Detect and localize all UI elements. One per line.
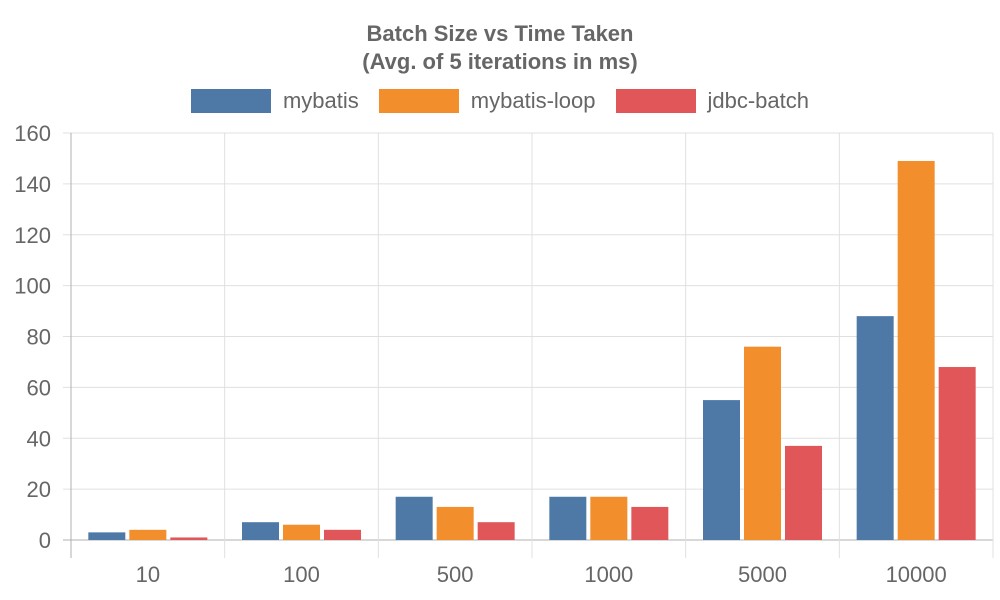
legend-item-mybatis-loop[interactable]: mybatis-loop bbox=[378, 88, 596, 114]
bar-mybatis-loop-10 bbox=[129, 529, 167, 540]
bar-jdbc-batch-5000 bbox=[785, 445, 822, 540]
y-tick-label: 100 bbox=[14, 274, 51, 299]
bar-mybatis-loop-1000 bbox=[590, 496, 628, 540]
bar-jdbc-batch-10000 bbox=[938, 367, 976, 540]
x-tick-label: 5000 bbox=[738, 562, 787, 587]
bar-jdbc-batch-500 bbox=[477, 522, 515, 540]
bar-mybatis-10 bbox=[88, 532, 126, 540]
y-tick-label: 80 bbox=[27, 325, 51, 350]
bar-mybatis-loop-500 bbox=[436, 506, 474, 540]
y-tick-label: 20 bbox=[27, 477, 51, 502]
legend-label: mybatis bbox=[282, 88, 359, 113]
bar-mybatis-loop-10000 bbox=[897, 160, 935, 540]
x-tick-label: 10000 bbox=[886, 562, 947, 587]
y-tick-label: 140 bbox=[14, 172, 51, 197]
legend-swatch bbox=[190, 89, 271, 113]
bar-jdbc-batch-100 bbox=[324, 529, 361, 540]
y-tick-label: 40 bbox=[27, 426, 51, 451]
legend-label: mybatis-loop bbox=[470, 88, 596, 113]
y-tick-label: 120 bbox=[14, 223, 51, 248]
y-tick-label: 60 bbox=[27, 375, 51, 400]
legend-label: jdbc-batch bbox=[707, 88, 810, 113]
x-tick-label: 100 bbox=[283, 562, 320, 587]
legend-item-mybatis[interactable]: mybatis bbox=[190, 88, 359, 114]
bar-mybatis-100 bbox=[242, 522, 279, 540]
x-tick-label: 1000 bbox=[584, 562, 633, 587]
chart-title: Batch Size vs Time Taken bbox=[366, 21, 634, 46]
bar-mybatis-5000 bbox=[703, 400, 740, 540]
x-tick-label: 10 bbox=[136, 562, 160, 587]
bar-mybatis-loop-5000 bbox=[744, 346, 781, 540]
y-tick-label: 160 bbox=[14, 121, 51, 146]
legend-swatch bbox=[378, 89, 459, 113]
bar-mybatis-loop-100 bbox=[283, 524, 320, 540]
bar-mybatis-1000 bbox=[549, 496, 587, 540]
x-tick-label: 500 bbox=[437, 562, 474, 587]
legend-item-jdbc-batch[interactable]: jdbc-batch bbox=[615, 88, 810, 114]
bar-jdbc-batch-10 bbox=[170, 537, 208, 540]
bar-mybatis-500 bbox=[395, 496, 433, 540]
y-tick-label: 0 bbox=[39, 528, 51, 553]
bar-jdbc-batch-1000 bbox=[631, 506, 669, 540]
legend: mybatis mybatis-loop jdbc-batch bbox=[0, 86, 1000, 116]
legend-swatch bbox=[615, 89, 696, 113]
bar-mybatis-10000 bbox=[856, 316, 894, 540]
chart-subtitle: (Avg. of 5 iterations in ms) bbox=[362, 49, 638, 74]
